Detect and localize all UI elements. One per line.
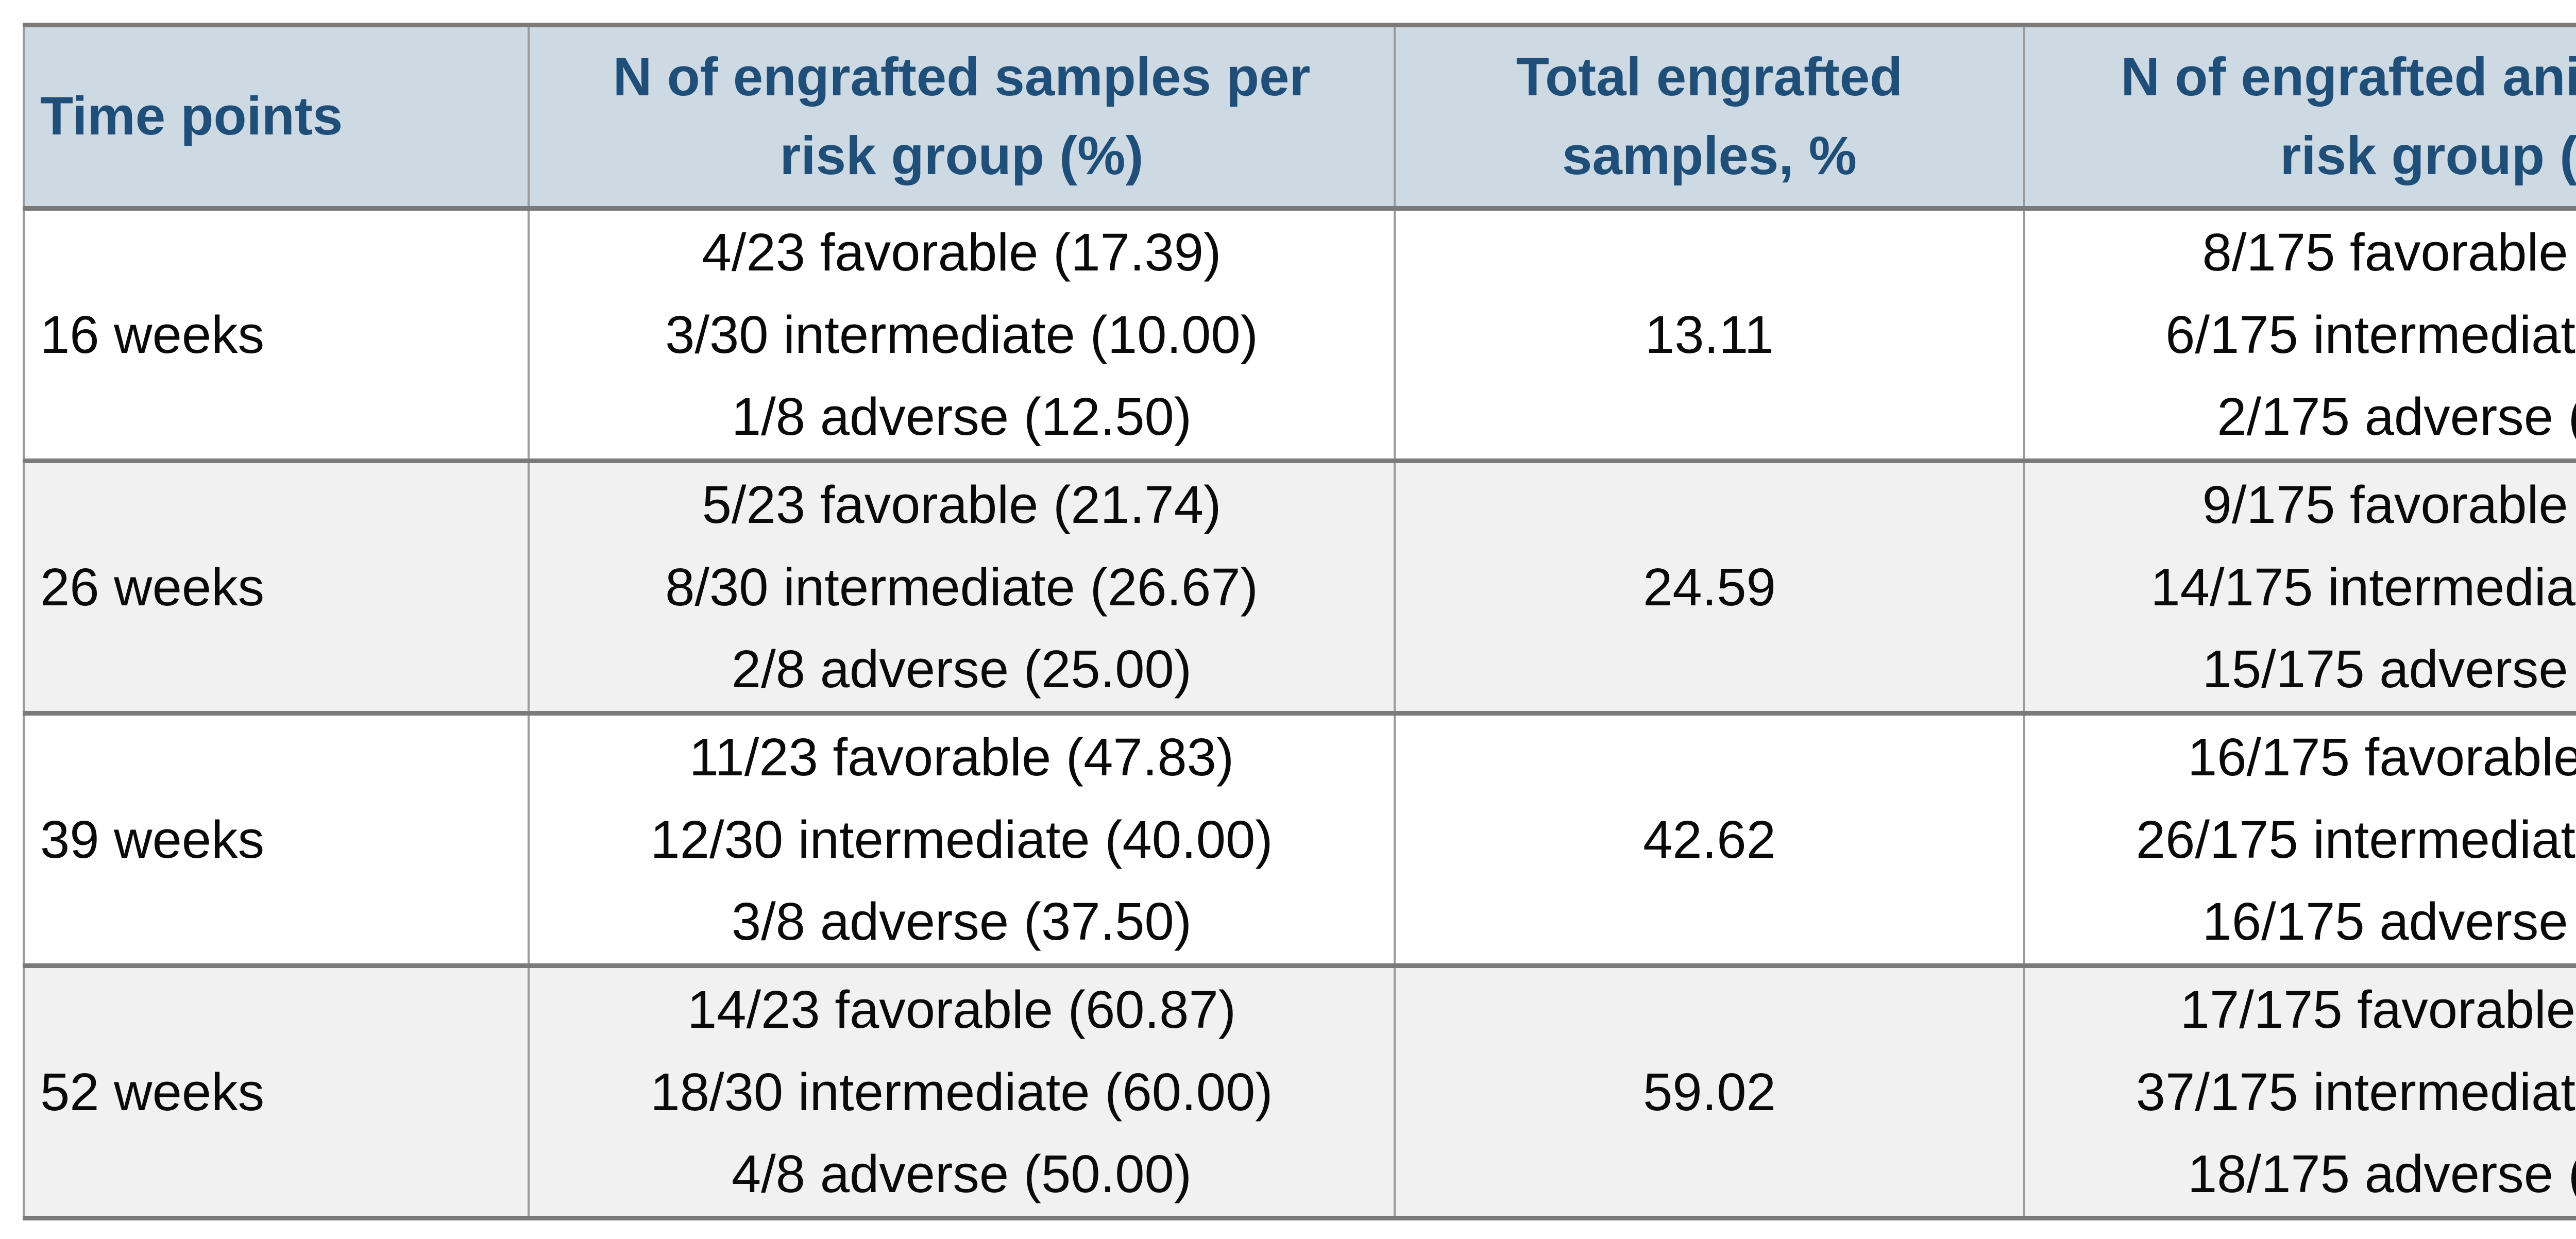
cell-time-point: 52 weeks <box>23 963 530 1220</box>
cell-total-engrafted-samples: 59.02 <box>1394 963 2025 1220</box>
header-line: N of engrafted animals per <box>2121 47 2576 108</box>
risk-line-intermediate: 18/30 intermediate (60.00) <box>650 1062 1273 1122</box>
table-row-52-weeks: 52 weeks 14/23 favorable (60.87) 18/30 i… <box>23 963 2576 1220</box>
engraftment-results-table: Time points N of engrafted samples per r… <box>23 23 2576 1220</box>
header-line: samples, % <box>1562 125 1857 186</box>
cell-animals-per-risk-group: 9/175 favorable (5.14) 14/175 intermedia… <box>2023 459 2576 716</box>
cell-samples-per-risk-group: 11/23 favorable (47.83) 12/30 intermedia… <box>528 711 1396 968</box>
risk-line-adverse: 2/175 adverse (1.14) <box>2217 387 2576 447</box>
risk-line-favorable: 9/175 favorable (5.14) <box>2202 475 2576 535</box>
header-line: risk group (%) <box>2280 125 2576 186</box>
risk-line-adverse: 3/8 adverse (37.50) <box>731 892 1192 952</box>
risk-line-adverse: 2/8 adverse (25.00) <box>731 639 1192 699</box>
cell-animals-per-risk-group: 17/175 favorable (9.71 ) 37/175 intermed… <box>2023 963 2576 1220</box>
risk-line-adverse: 1/8 adverse (12.50) <box>731 387 1192 447</box>
risk-line-favorable: 11/23 favorable (47.83) <box>689 727 1234 787</box>
cell-time-point: 16 weeks <box>23 206 530 463</box>
header-time-points: Time points <box>23 23 530 211</box>
cell-total-engrafted-samples: 24.59 <box>1394 459 2025 716</box>
risk-line-favorable: 14/23 favorable (60.87) <box>687 980 1236 1040</box>
header-animals-per-risk-group: N of engrafted animals per risk group (%… <box>2023 23 2576 211</box>
table-row-39-weeks: 39 weeks 11/23 favorable (47.83) 12/30 i… <box>23 711 2576 968</box>
header-total-engrafted-samples: Total engrafted samples, % <box>1394 23 2025 211</box>
cell-samples-per-risk-group: 4/23 favorable (17.39) 3/30 intermediate… <box>528 206 1396 463</box>
risk-line-intermediate: 14/175 intermediate (8.00) <box>2150 557 2576 617</box>
cell-time-point: 39 weeks <box>23 711 530 968</box>
risk-line-adverse: 4/8 adverse (50.00) <box>731 1144 1192 1204</box>
header-line: Total engrafted <box>1516 47 1903 108</box>
risk-line-intermediate: 12/30 intermediate (40.00) <box>650 809 1273 869</box>
risk-line-adverse: 15/175 adverse (8.57) <box>2202 639 2576 699</box>
cell-animals-per-risk-group: 16/175 favorable (9.14) 26/175 intermedi… <box>2023 711 2576 968</box>
risk-line-favorable: 4/23 favorable (17.39) <box>702 223 1222 282</box>
risk-line-favorable: 17/175 favorable (9.71 ) <box>2180 980 2576 1040</box>
cell-total-engrafted-samples: 13.11 <box>1394 206 2025 463</box>
risk-line-adverse: 16/175 adverse (9.14) <box>2202 892 2576 952</box>
risk-line-intermediate: 8/30 intermediate (26.67) <box>665 557 1258 617</box>
header-line: risk group (%) <box>779 125 1144 186</box>
cell-samples-per-risk-group: 14/23 favorable (60.87) 18/30 intermedia… <box>528 963 1396 1220</box>
risk-line-intermediate: 6/175 intermediate (3.43) <box>2165 304 2576 364</box>
risk-line-favorable: 8/175 favorable (2.86) <box>2202 223 2576 282</box>
table-row-16-weeks: 16 weeks 4/23 favorable (17.39) 3/30 int… <box>23 206 2576 463</box>
cell-time-point: 26 weeks <box>23 459 530 716</box>
risk-line-favorable: 5/23 favorable (21.74) <box>702 475 1222 535</box>
cell-animals-per-risk-group: 8/175 favorable (2.86) 6/175 intermediat… <box>2023 206 2576 463</box>
table-row-26-weeks: 26 weeks 5/23 favorable (21.74) 8/30 int… <box>23 459 2576 716</box>
risk-line-intermediate: 37/175 intermediate (21.14) <box>2136 1062 2576 1122</box>
risk-line-favorable: 16/175 favorable (9.14) <box>2187 727 2576 787</box>
header-line: Time points <box>40 86 343 147</box>
cell-samples-per-risk-group: 5/23 favorable (21.74) 8/30 intermediate… <box>528 459 1396 716</box>
header-samples-per-risk-group: N of engrafted samples per risk group (%… <box>528 23 1396 211</box>
risk-line-adverse: 18/175 adverse (10.29) <box>2187 1144 2576 1204</box>
risk-line-intermediate: 3/30 intermediate (10.00) <box>665 304 1258 364</box>
cell-total-engrafted-samples: 42.62 <box>1394 711 2025 968</box>
header-line: N of engrafted samples per <box>613 47 1311 108</box>
header-row: Time points N of engrafted samples per r… <box>23 23 2576 211</box>
risk-line-intermediate: 26/175 intermediate (14.86) <box>2136 809 2576 869</box>
